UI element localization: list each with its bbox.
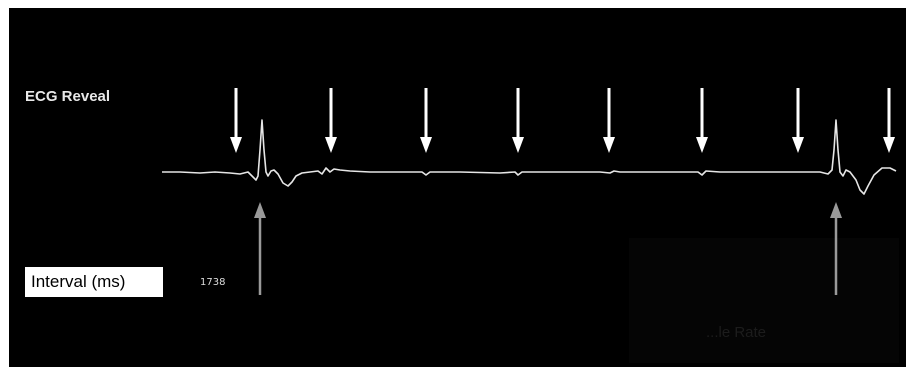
arrow-down-icon (696, 88, 708, 153)
arrow-down-icon (420, 88, 432, 153)
ecg-display: ECG Reveal Interval (ms) 1738 ...le Rate (9, 8, 906, 367)
ecg-title: ECG Reveal (25, 88, 111, 105)
arrow-up-icon (830, 202, 842, 295)
interval-value: 1738 (200, 277, 226, 288)
marker-arrows (230, 88, 895, 153)
arrow-down-icon (230, 88, 242, 153)
dark-panel (629, 238, 899, 363)
arrow-down-icon (883, 88, 895, 153)
interval-label: Interval (ms) (25, 267, 163, 297)
faint-rate-label: ...le Rate (706, 324, 767, 341)
arrow-down-icon (512, 88, 524, 153)
arrow-up-icon (254, 202, 266, 295)
arrow-down-icon (792, 88, 804, 153)
ecg-trace (162, 119, 897, 195)
arrow-down-icon (603, 88, 615, 153)
arrow-down-icon (325, 88, 337, 153)
beat-arrows (254, 202, 842, 295)
